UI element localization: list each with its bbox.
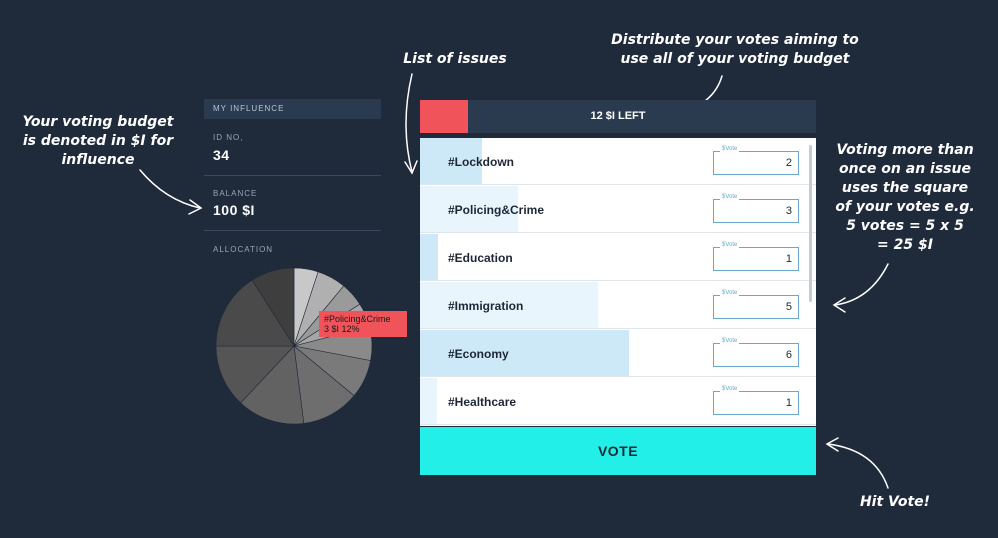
quadratic-annotation-line: uses the square — [841, 180, 969, 196]
issue-row[interactable]: #Immigration $Vote 5 — [420, 282, 816, 329]
vote-input-value: 2 — [785, 157, 792, 169]
quadratic-annotation-line: 5 votes = 5 x 5 — [846, 218, 964, 234]
issues-list[interactable]: #Lockdown $Vote 2 #Policing&Crime $Vote 3 #Edu… — [420, 138, 816, 426]
vote-input-value: 1 — [785, 397, 792, 409]
quadratic-annotation-line: Voting more than — [836, 142, 974, 158]
pie-slice[interactable] — [240, 345, 305, 425]
issue-allocation-bar — [420, 330, 629, 376]
issue-row[interactable]: #Lockdown $Vote 2 — [420, 138, 816, 185]
vote-button[interactable]: VOTE — [420, 427, 816, 475]
vote-input[interactable]: $Vote 5 — [713, 290, 799, 319]
vote-input-value: 3 — [785, 205, 792, 217]
vote-input-label: $Vote — [720, 290, 740, 296]
quadratic-arrow-icon — [834, 263, 889, 306]
pie-tooltip-amount: 3 $I 12% — [324, 324, 360, 334]
pie-slice[interactable] — [215, 345, 295, 404]
vote-input[interactable]: $Vote 2 — [713, 146, 799, 175]
balance-value: 100 $I — [213, 202, 255, 218]
quadratic-annotation-line: once on an issue — [839, 161, 971, 177]
pie-slice[interactable] — [251, 267, 295, 348]
allocation-label: ALLOCATION — [213, 245, 274, 254]
budget-arrow-icon — [139, 169, 201, 209]
id-label: ID NO, — [213, 133, 244, 142]
issues-arrow-icon — [405, 73, 413, 173]
quadratic-annotation: Voting more than once on an issue uses t… — [830, 141, 980, 255]
budget-used-fill — [420, 100, 468, 133]
budget-annotation: Your voting budget is denoted in $I for … — [14, 113, 182, 170]
vote-arrow-head-icon — [825, 437, 839, 452]
vote-input[interactable]: $Vote 1 — [713, 242, 799, 271]
pie-tooltip: #Policing&Crime 3 $I 12% — [319, 311, 407, 337]
vote-input[interactable]: $Vote 1 — [713, 386, 799, 415]
distribute-annotation-line: use all of your voting budget — [620, 51, 850, 67]
id-value: 34 — [213, 147, 230, 163]
allocation-pie-chart[interactable] — [210, 262, 378, 430]
vote-arrow-icon — [827, 443, 889, 489]
budget-annotation-line: Your voting budget — [22, 114, 174, 130]
vote-input-label: $Vote — [720, 146, 740, 152]
issue-name: #Healthcare — [448, 395, 517, 409]
budget-bar: 12 $I LEFT — [420, 100, 816, 133]
budget-annotation-line: influence — [61, 152, 135, 168]
issue-name: #Policing&Crime — [448, 203, 545, 217]
issue-allocation-bar — [420, 138, 482, 184]
issue-allocation-bar — [420, 186, 518, 232]
vote-input-label: $Vote — [720, 338, 740, 344]
vote-input[interactable]: $Vote 3 — [713, 194, 799, 223]
budget-annotation-line: is denoted in $I for — [22, 133, 174, 149]
budget-remaining-text: 12 $I LEFT — [590, 110, 646, 122]
issues-arrow-head-icon — [404, 160, 418, 175]
vote-input[interactable]: $Vote 6 — [713, 338, 799, 367]
issue-name: #Economy — [448, 347, 509, 361]
balance-label: BALANCE — [213, 189, 258, 198]
issue-row[interactable]: #Healthcare $Vote 1 — [420, 378, 816, 425]
distribute-annotation: Distribute your votes aiming to use all … — [600, 31, 870, 69]
issue-name: #Education — [448, 251, 513, 265]
vote-input-label: $Vote — [720, 386, 740, 392]
issue-row[interactable]: #Education $Vote 1 — [420, 234, 816, 281]
issues-annotation: List of issues — [403, 51, 507, 67]
quadratic-annotation-line: = 25 $I — [877, 237, 933, 253]
issue-row[interactable]: #Policing&Crime $Vote 3 — [420, 186, 816, 233]
vote-input-label: $Vote — [720, 194, 740, 200]
distribute-annotation-line: Distribute your votes aiming to — [611, 32, 859, 48]
issues-scrollbar[interactable] — [809, 145, 812, 302]
my-influence-header: MY INFLUENCE — [204, 99, 381, 119]
my-influence-title: MY INFLUENCE — [213, 104, 285, 113]
issue-allocation-bar — [420, 282, 598, 328]
budget-arrow-head-icon — [188, 199, 203, 215]
divider — [204, 230, 381, 231]
pie-tooltip-issue: #Policing&Crime — [324, 314, 391, 324]
vote-annotation: Hit Vote! — [859, 494, 931, 510]
divider — [204, 175, 381, 176]
vote-input-label: $Vote — [720, 242, 740, 248]
issue-allocation-bar — [420, 378, 437, 424]
pie-slice[interactable] — [215, 279, 295, 347]
issue-allocation-bar — [420, 234, 438, 280]
vote-input-value: 5 — [785, 301, 792, 313]
quadratic-arrow-head-icon — [832, 297, 846, 313]
issue-name: #Immigration — [448, 299, 524, 313]
quadratic-annotation-line: of your votes e.g. — [835, 199, 975, 215]
issue-row[interactable]: #Economy $Vote 6 — [420, 330, 816, 377]
issue-name: #Lockdown — [448, 155, 515, 169]
vote-input-value: 6 — [785, 349, 792, 361]
vote-input-value: 1 — [785, 253, 792, 265]
